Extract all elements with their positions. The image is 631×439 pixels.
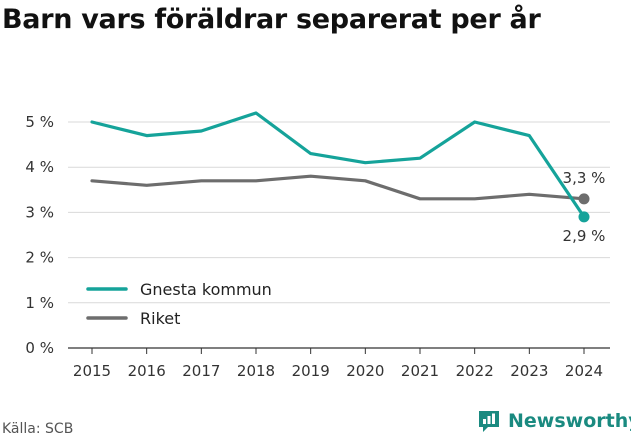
legend-label: Riket xyxy=(140,309,180,328)
grid-lines xyxy=(68,121,610,349)
y-tick-label: 5 % xyxy=(25,113,54,131)
y-tick-label: 1 % xyxy=(25,294,54,312)
y-axis-ticks: 0 % 1 % 2 % 3 % 4 % 5 % xyxy=(25,113,54,357)
x-tick-label: 2024 xyxy=(565,362,603,380)
x-tick-label: 2016 xyxy=(128,362,166,380)
brand-name: Newsworthy xyxy=(508,410,631,432)
series-line-gnesta xyxy=(90,111,586,219)
bar-chart-speech-icon xyxy=(479,411,499,432)
brand-logo[interactable]: Newsworthy xyxy=(476,408,631,434)
data-label: 3,3 % xyxy=(563,169,606,187)
series-line-riket xyxy=(90,174,586,201)
legend-label: Gnesta kommun xyxy=(140,280,272,299)
chart-title: Barn vars föräldrar separerat per år xyxy=(2,4,541,35)
x-axis-ticks: 2015 2016 2017 2018 2019 2020 2021 2022 2023 2024 xyxy=(73,348,603,380)
x-tick-label: 2021 xyxy=(401,362,439,380)
x-tick-label: 2015 xyxy=(73,362,111,380)
source-note: Källa: SCB xyxy=(2,421,74,437)
y-tick-label: 0 % xyxy=(25,339,54,357)
legend: Gnesta kommun Riket xyxy=(86,280,272,328)
series-lines: 3,3 % 2,9 % xyxy=(90,111,606,245)
y-tick-label: 4 % xyxy=(25,158,54,176)
data-label: 2,9 % xyxy=(563,227,606,245)
x-tick-label: 2023 xyxy=(510,362,548,380)
series-end-point xyxy=(578,193,590,205)
y-tick-label: 3 % xyxy=(25,203,54,221)
x-tick-label: 2017 xyxy=(182,362,220,380)
x-tick-label: 2019 xyxy=(292,362,330,380)
y-tick-label: 2 % xyxy=(25,249,54,267)
x-tick-label: 2020 xyxy=(346,362,384,380)
x-tick-label: 2018 xyxy=(237,362,275,380)
x-tick-label: 2022 xyxy=(456,362,494,380)
series-end-point xyxy=(578,211,590,223)
